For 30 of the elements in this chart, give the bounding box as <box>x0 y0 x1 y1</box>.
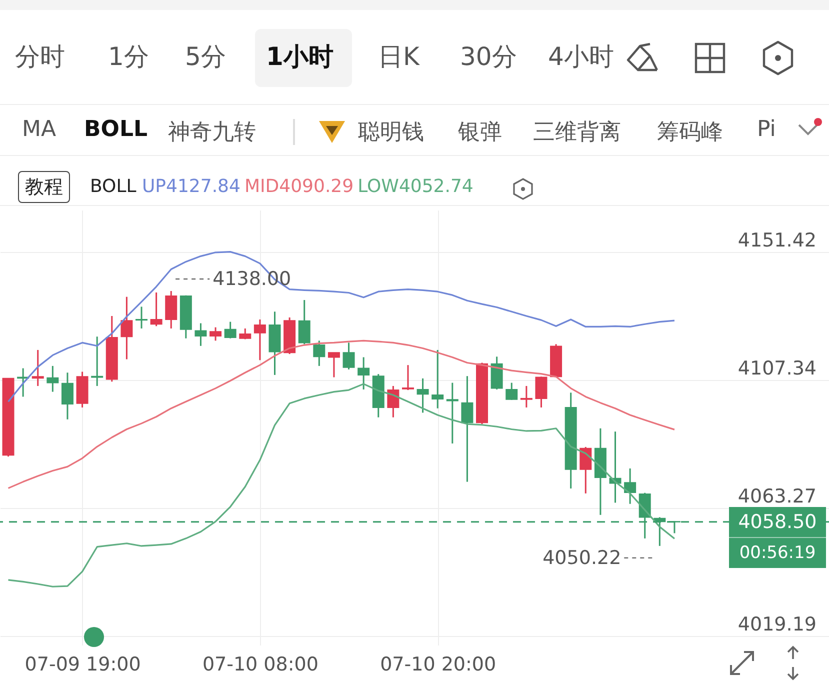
text: Pi <box>757 117 776 142</box>
text: MID4090.29 <box>244 176 354 197</box>
text: 三维背离 <box>533 119 621 147</box>
text: UP4127.84 <box>142 176 240 197</box>
text: 银弹 <box>458 119 502 147</box>
ref-line-label: 4058.50 <box>737 510 818 535</box>
text: 1分 <box>108 41 149 73</box>
y-tick-label: 4019.19 <box>738 614 816 636</box>
text: 1小时 <box>266 41 334 73</box>
x-tick-label: 07-10 20:00 <box>380 654 496 676</box>
y-tick-label: 4107.34 <box>738 358 816 380</box>
text: 日K <box>378 41 420 73</box>
text: BOLL <box>84 117 148 142</box>
legend-title: BOLL <box>90 176 138 197</box>
text: 00:56:19 <box>729 536 826 568</box>
text: 分时 <box>15 41 65 73</box>
text: 5分 <box>185 41 226 73</box>
text: 30分 <box>460 41 517 73</box>
text: 教程 <box>18 171 70 203</box>
text: MA <box>22 117 56 142</box>
annotation: 4050.22 <box>542 546 622 569</box>
text: 聪明钱 <box>358 119 424 147</box>
y-tick-label: 4151.42 <box>738 230 816 252</box>
text: 筹码峰 <box>657 119 723 147</box>
x-tick-label: 07-09 19:00 <box>24 654 141 676</box>
text: LOW4052.74 <box>358 176 474 197</box>
x-tick-label: 07-10 08:00 <box>202 654 318 676</box>
y-tick-label: 4063.27 <box>738 486 816 508</box>
text: 4小时 <box>548 41 614 73</box>
text: 神奇九转 <box>168 119 256 147</box>
